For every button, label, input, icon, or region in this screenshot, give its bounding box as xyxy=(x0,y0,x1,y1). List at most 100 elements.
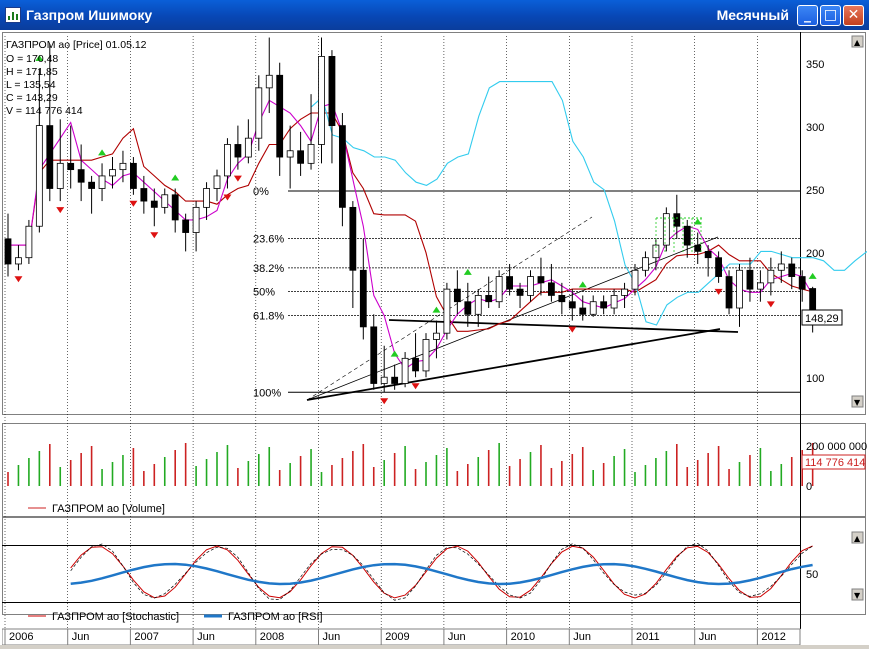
up-arrow xyxy=(432,306,441,313)
candle-body xyxy=(558,295,566,303)
candle-body xyxy=(600,301,608,309)
candle-body xyxy=(46,125,54,189)
osc-scroll-up-glyph: ▲ xyxy=(854,534,861,543)
candle-body xyxy=(704,250,712,259)
candle-body xyxy=(391,376,399,384)
maximize-button[interactable]: □ xyxy=(820,5,841,26)
up-arrow xyxy=(578,281,587,288)
candle-body xyxy=(119,162,127,171)
candle-body xyxy=(621,288,628,296)
down-arrow xyxy=(56,207,65,214)
candle-body xyxy=(182,219,190,233)
time-axis-label: Jun xyxy=(699,631,717,643)
candle-body xyxy=(161,194,169,208)
candle-body xyxy=(474,295,482,315)
volume-legend: ГАЗПРОМ ао [Volume] xyxy=(52,503,165,515)
fib-level-label: 0% xyxy=(253,186,269,198)
info-high: H = 171,85 xyxy=(6,66,58,78)
candle-body xyxy=(129,162,137,189)
stoch-legend: ГАЗПРОМ ао [Stochastic] xyxy=(52,611,179,623)
down-arrow xyxy=(223,194,232,201)
time-axis-label: 2009 xyxy=(385,631,409,643)
oscillator-lines xyxy=(70,543,813,601)
candle-body xyxy=(527,276,534,296)
scroll-down-arrow[interactable] xyxy=(851,395,864,408)
candle-body xyxy=(662,213,670,246)
down-arrow xyxy=(568,326,577,333)
info-volume: V = 114 776 414 xyxy=(6,105,83,117)
down-arrow xyxy=(411,383,420,390)
title-bar[interactable]: Газпром Ишимоку Месячный _ □ ✕ xyxy=(0,0,869,30)
time-axis-label: 2008 xyxy=(260,631,284,643)
stochastic-line xyxy=(70,545,813,599)
price-tick: 250 xyxy=(806,185,824,197)
fib-level-label: 23.6% xyxy=(253,234,284,246)
projection-cloud xyxy=(655,217,702,254)
chart-app-icon xyxy=(5,7,21,23)
up-arrow xyxy=(98,149,107,156)
oscillator-pane xyxy=(2,517,866,615)
info-open: O = 170,48 xyxy=(6,53,58,65)
osc-scroll-up[interactable] xyxy=(851,531,864,544)
candle-body xyxy=(736,269,743,309)
down-arrow xyxy=(380,398,389,405)
time-axis-label: Jun xyxy=(448,631,466,643)
tenkan-line xyxy=(8,99,814,370)
down-arrow xyxy=(233,175,242,182)
candle-body xyxy=(265,74,273,89)
price-tick: 300 xyxy=(806,122,824,134)
chart-svg[interactable]: 0% 23.6% 38.2% 50% 61.8% 100% ГАЗПРОМ ао [Pri… xyxy=(1,23,869,646)
signal-arrows xyxy=(14,23,817,405)
candle-body xyxy=(35,125,43,227)
last-price-label: 148,29 xyxy=(805,313,839,325)
fib-level-label: 61.8% xyxy=(253,310,284,322)
up-arrow xyxy=(463,268,472,275)
price-tick: 350 xyxy=(806,59,824,71)
down-arrow xyxy=(14,276,23,283)
time-axis-label: 2006 xyxy=(9,631,33,643)
fib-level-label: 50% xyxy=(253,287,275,299)
candle-body xyxy=(631,269,639,290)
volume-tick: 0 xyxy=(806,481,812,493)
candle-body xyxy=(359,269,367,328)
candle-body xyxy=(67,162,75,171)
up-arrow xyxy=(171,174,180,181)
candle-body xyxy=(746,269,754,290)
candle-body xyxy=(548,282,555,296)
price-pane xyxy=(2,32,866,415)
volume-last-box xyxy=(801,454,866,470)
trend-line xyxy=(306,328,721,401)
candle-body xyxy=(443,288,451,334)
time-axis-label: 2011 xyxy=(636,631,660,643)
candle-body xyxy=(234,144,242,158)
time-axis-label: Jun xyxy=(197,631,215,643)
oscillator-tick: 50 xyxy=(806,569,818,581)
osc-scroll-down[interactable] xyxy=(851,588,864,601)
candle-body xyxy=(485,295,493,303)
volume-bars xyxy=(7,443,814,486)
up-arrow xyxy=(808,272,817,279)
price-tick: 200 xyxy=(806,248,824,260)
scroll-up-arrow[interactable] xyxy=(851,35,864,48)
ichimoku-lines xyxy=(8,81,869,370)
candle-body xyxy=(192,206,200,233)
candle-body xyxy=(798,276,806,290)
candle-body xyxy=(506,276,514,290)
last-price-box xyxy=(801,309,843,326)
volume-last-label: 114 776 414 xyxy=(805,457,865,469)
candle-body xyxy=(610,295,618,309)
candle-body xyxy=(777,263,785,271)
candle-body xyxy=(171,194,179,221)
close-button[interactable]: ✕ xyxy=(843,5,864,26)
time-axis-label: 2012 xyxy=(761,631,785,643)
candle-body xyxy=(109,169,116,177)
time-axis-label: Jun xyxy=(72,631,90,643)
candle-body xyxy=(401,357,409,384)
chart-panes: 0% 23.6% 38.2% 50% 61.8% 100% ГАЗПРОМ ао [Pri… xyxy=(1,23,869,646)
time-axis-label: Jun xyxy=(323,631,341,643)
candle-body xyxy=(380,376,388,384)
period-selector[interactable]: Месячный xyxy=(716,7,789,23)
window-title: Газпром Ишимоку xyxy=(26,7,153,23)
candle-body xyxy=(464,301,472,315)
minimize-button[interactable]: _ xyxy=(797,5,818,26)
